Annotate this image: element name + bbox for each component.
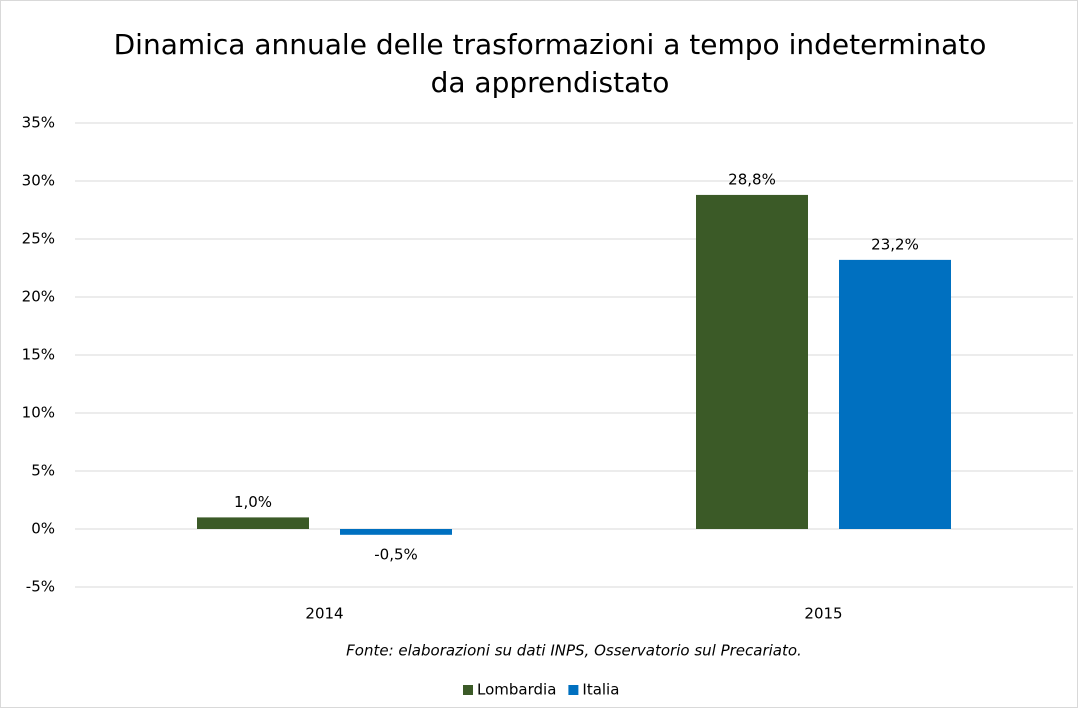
data-label: 1,0% [234,493,272,511]
y-tick-label: 10% [22,404,55,422]
data-label: -0,5% [374,545,418,563]
bar [340,529,452,535]
x-tick-label: 2015 [804,605,842,623]
y-tick-label: 30% [22,172,55,190]
bar [839,259,951,529]
legend-label: Lombardia [477,681,556,699]
bar [696,194,808,530]
y-tick-label: 35% [22,114,55,132]
bar [197,517,309,529]
chart-title: Dinamica annuale delle trasformazioni a … [114,28,987,61]
source-note: Fonte: elaborazioni su dati INPS, Osserv… [346,642,802,660]
legend-swatch [568,685,579,695]
y-tick-label: -5% [26,578,55,596]
data-label: 23,2% [871,235,919,253]
y-tick-label: 25% [22,230,55,248]
x-tick-label: 2014 [305,605,343,623]
y-tick-label: 15% [22,346,55,364]
y-tick-label: 0% [31,520,55,538]
y-tick-label: 20% [22,288,55,306]
y-tick-label: 5% [31,462,55,480]
data-label: 28,8% [728,170,776,188]
legend-label: Italia [582,681,619,699]
legend-swatch [463,685,473,695]
chart-title: da apprendistato [431,66,670,99]
